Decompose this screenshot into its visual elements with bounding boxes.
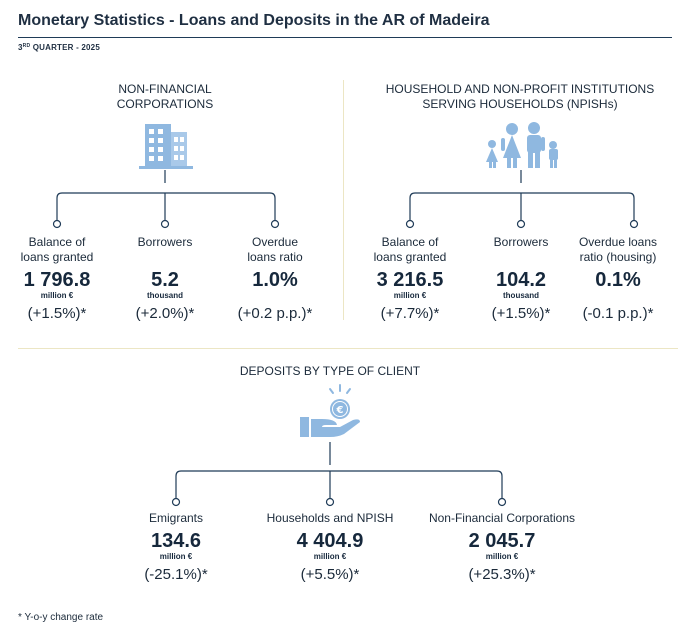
metric-change: (+5.5%)*: [300, 566, 360, 583]
label-line: Overdue: [251, 235, 299, 249]
metric-value: 5.2: [151, 269, 179, 291]
page-title: Monetary Statistics - Loans and Deposits…: [18, 12, 490, 29]
quarter-ordinal: RD: [22, 43, 31, 49]
metric-unit: million €: [485, 552, 519, 561]
metric-value: 1 796.8: [23, 269, 91, 291]
label-line: Balance of: [381, 235, 439, 249]
metric-unit: thousand: [503, 291, 539, 300]
deposits-metric-nfc: Non-Financial Corporations 2 045.7 milli…: [412, 511, 592, 584]
metric-change: (-0.1 p.p.)*: [582, 305, 654, 322]
deposits-node-3: [497, 497, 507, 507]
deposits-metric-emigrants: Emigrants 134.6 million € (-25.1%)*: [101, 511, 251, 584]
metric-change: (+0.2 p.p.)*: [237, 305, 313, 322]
metric-change: (+7.7%)*: [380, 305, 440, 322]
metric-label: Overdue loans ratio (housing): [548, 235, 688, 265]
label-line: Balance of: [28, 235, 86, 249]
nfc-metric-borrowers: Borrowers 5.2 thousand (+2.0%)*: [90, 235, 240, 323]
metric-unit: million €: [313, 552, 347, 561]
label-line: Borrowers: [493, 235, 549, 249]
metric-unit: [200, 291, 350, 301]
metric-change: (+1.5%)*: [27, 305, 87, 322]
metric-label: Non-Financial Corporations: [428, 511, 576, 525]
metric-unit: million €: [393, 291, 427, 300]
deposits-node-2: [325, 497, 335, 507]
metric-change: (+1.5%)*: [491, 305, 551, 322]
title-rule: [18, 37, 672, 38]
households-node-1: [405, 219, 415, 229]
metric-value: 0.1%: [595, 269, 641, 291]
metric-unit: [548, 291, 688, 301]
metric-change: (+2.0%)*: [135, 305, 195, 322]
metric-unit: million €: [159, 552, 193, 561]
metric-value: 104.2: [495, 269, 547, 291]
households-metric-borrowers: Borrowers 104.2 thousand (+1.5%)*: [446, 235, 596, 323]
label-line: loans granted: [373, 250, 447, 264]
metric-value: 3 216.5: [376, 269, 444, 291]
households-connector-lines: [409, 170, 635, 220]
metric-change: (+25.3%)*: [468, 566, 536, 583]
nfc-node-1: [52, 219, 62, 229]
nfc-metric-overdue-ratio: Overdue loans ratio 1.0% (+0.2 p.p.)*: [200, 235, 350, 323]
label-line: Borrowers: [137, 235, 193, 249]
nfc-section-title: NON-FINANCIAL CORPORATIONS: [90, 82, 240, 112]
nfc-node-2: [160, 219, 170, 229]
households-section-title: HOUSEHOLD AND NON-PROFIT INSTITUTIONS SE…: [370, 82, 670, 112]
horizontal-separator: [18, 348, 678, 349]
quarter-text: QUARTER - 2025: [30, 43, 100, 52]
quarter-number: 3: [18, 43, 23, 52]
deposits-node-1: [171, 497, 181, 507]
metric-value: 4 404.9: [296, 530, 364, 552]
nfc-node-3: [270, 219, 280, 229]
metric-change: (-25.1%)*: [144, 566, 208, 583]
deposits-section-title: DEPOSITS BY TYPE OF CLIENT: [239, 364, 421, 378]
svg-text:€: €: [336, 405, 344, 416]
label-line: Overdue loans: [578, 235, 658, 249]
deposits-metric-households: Households and NPISH 4 404.9 million € (…: [245, 511, 415, 584]
households-title-line1: HOUSEHOLD AND NON-PROFIT INSTITUTIONS: [385, 82, 655, 96]
family-icon: [486, 122, 558, 168]
households-node-3: [629, 219, 639, 229]
metric-value: 134.6: [150, 530, 202, 552]
vertical-separator: [343, 80, 344, 320]
footnote: * Y-o-y change rate: [18, 612, 104, 623]
metric-label: Borrowers: [90, 235, 240, 265]
label-line: loans granted: [20, 250, 94, 264]
metric-label: Balance of loans granted: [0, 235, 132, 265]
nfc-metric-loans-balance: Balance of loans granted 1 796.8 million …: [0, 235, 132, 323]
deposits-connector-lines: [175, 442, 503, 498]
nfc-connector-lines: [56, 170, 276, 220]
households-node-2: [516, 219, 526, 229]
metric-value: 1.0%: [252, 269, 298, 291]
metric-label: Emigrants: [148, 511, 204, 525]
label-line: ratio (housing): [579, 250, 657, 264]
hand-euro-coin-icon: €: [300, 384, 360, 437]
office-building-icon: [139, 124, 193, 169]
metric-label: Overdue loans ratio: [200, 235, 350, 265]
metric-value: 2 045.7: [468, 530, 536, 552]
households-metric-overdue-ratio: Overdue loans ratio (housing) 0.1% (-0.1 …: [548, 235, 688, 323]
metric-unit: million €: [40, 291, 74, 300]
label-line: loans ratio: [247, 250, 303, 264]
metric-label: Borrowers: [446, 235, 596, 265]
metric-label: Balance of loans granted: [335, 235, 485, 265]
nfc-title-line2: CORPORATIONS: [116, 97, 214, 111]
metric-unit: thousand: [147, 291, 183, 300]
page-subtitle: 3RD QUARTER - 2025: [18, 43, 100, 52]
households-title-line2: SERVING HOUSEHOLDS (NPISHs): [422, 97, 618, 111]
metric-label: Households and NPISH: [266, 511, 394, 525]
households-metric-loans-balance: Balance of loans granted 3 216.5 million …: [335, 235, 485, 323]
nfc-title-line1: NON-FINANCIAL: [118, 82, 212, 96]
